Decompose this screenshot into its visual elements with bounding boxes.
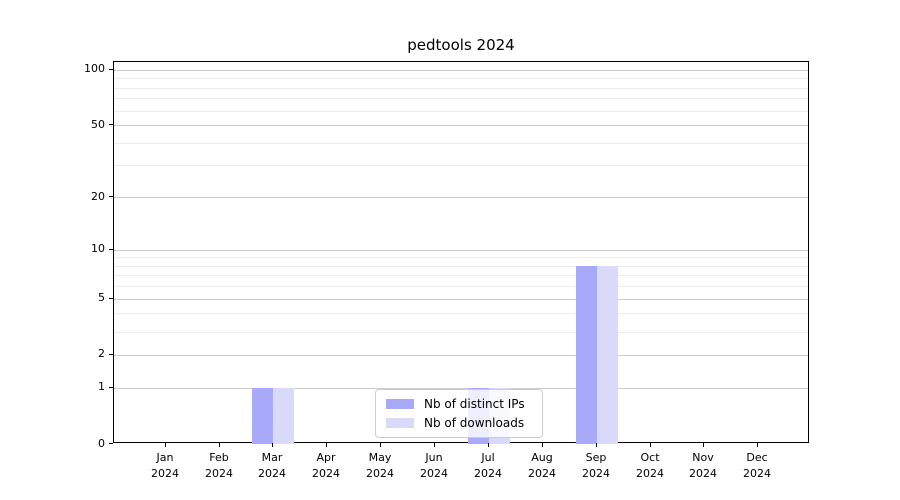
gridline-90 [114,78,808,79]
xtick-mark-jan [165,443,166,447]
gridline-30 [114,165,808,166]
ytick-mark-50 [109,124,113,125]
xtick-label-sep: Sep 2024 [582,451,610,480]
xtick-label-dec: Dec 2024 [743,451,771,480]
ytick-label-2: 2 [98,347,105,360]
ytick-mark-2 [109,354,113,355]
ytick-label-20: 20 [91,190,105,203]
xtick-mark-nov [703,443,704,447]
xtick-mark-may [380,443,381,447]
xtick-mark-sep [596,443,597,447]
xtick-label-jan: Jan 2024 [151,451,179,480]
legend-swatch-downloads [386,418,414,428]
gridline-4 [114,313,808,314]
gridline-5 [114,299,808,300]
gridline-50 [114,125,808,126]
gridline-7 [114,275,808,276]
gridline-1 [114,388,808,389]
xtick-mark-mar [272,443,273,447]
gridline-10 [114,250,808,251]
chart-title: pedtools 2024 [407,36,515,54]
ytick-label-100: 100 [84,62,105,75]
plot-area [113,61,809,444]
gridline-60 [114,111,808,112]
xtick-label-mar: Mar 2024 [258,451,286,480]
bar-sep-downloads [597,266,618,444]
gridline-2 [114,355,808,356]
gridline-80 [114,88,808,89]
ytick-label-50: 50 [91,118,105,131]
gridline-70 [114,98,808,99]
gridline-100 [114,70,808,71]
legend-swatch-distinct-ips [386,399,414,409]
xtick-label-oct: Oct 2024 [636,451,664,480]
ytick-label-0: 0 [98,437,105,450]
ytick-mark-0 [109,443,113,444]
ytick-label-10: 10 [91,242,105,255]
xtick-mark-jul [488,443,489,447]
gridline-20 [114,197,808,198]
xtick-label-aug: Aug 2024 [528,451,556,480]
bar-sep-distinct-ips [576,266,597,444]
xtick-mark-oct [650,443,651,447]
legend-entry-distinct-ips: Nb of distinct IPs [386,397,542,411]
xtick-mark-aug [542,443,543,447]
gridline-9 [114,257,808,258]
bar-mar-distinct-ips [252,388,273,444]
ytick-mark-20 [109,196,113,197]
ytick-label-5: 5 [98,291,105,304]
xtick-label-may: May 2024 [366,451,394,480]
xtick-mark-apr [326,443,327,447]
xtick-mark-dec [757,443,758,447]
xtick-mark-feb [219,443,220,447]
bar-mar-downloads [273,388,294,444]
ytick-mark-5 [109,298,113,299]
legend-label-distinct-ips: Nb of distinct IPs [424,397,525,411]
ytick-mark-1 [109,387,113,388]
xtick-label-apr: Apr 2024 [312,451,340,480]
ytick-mark-10 [109,249,113,250]
xtick-label-feb: Feb 2024 [205,451,233,480]
ytick-label-1: 1 [98,380,105,393]
xtick-label-jun: Jun 2024 [420,451,448,480]
ytick-mark-100 [109,69,113,70]
legend: Nb of distinct IPs Nb of downloads [375,389,543,438]
xtick-label-nov: Nov 2024 [689,451,717,480]
gridline-40 [114,143,808,144]
gridline-3 [114,332,808,333]
legend-entry-downloads: Nb of downloads [386,416,542,430]
legend-label-downloads: Nb of downloads [424,416,525,430]
xtick-label-jul: Jul 2024 [474,451,502,480]
gridline-8 [114,266,808,267]
gridline-6 [114,286,808,287]
xtick-mark-jun [434,443,435,447]
